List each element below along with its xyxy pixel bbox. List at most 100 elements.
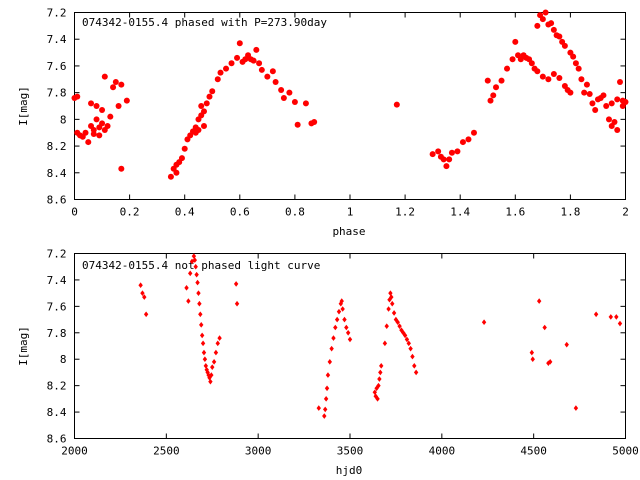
unphased-data-point bbox=[379, 363, 384, 369]
unphased-data-point bbox=[617, 320, 623, 327]
unphased-data-point bbox=[529, 349, 535, 356]
phased-data-point bbox=[110, 84, 117, 91]
phased-data-point bbox=[250, 57, 257, 64]
unphased-data-point bbox=[142, 294, 147, 300]
phased-data-point bbox=[567, 89, 574, 96]
unphased-data-point bbox=[201, 349, 207, 356]
unphased-data-point bbox=[195, 279, 200, 286]
phased-data-point bbox=[217, 69, 224, 76]
unphased-data-point bbox=[347, 336, 353, 343]
phased-data-point bbox=[600, 92, 607, 99]
unphased-data-point bbox=[138, 282, 143, 289]
unphased-data-point bbox=[342, 316, 347, 323]
unphased-data-point bbox=[323, 396, 329, 402]
phased-data-point bbox=[269, 68, 276, 75]
unphased-data-point bbox=[316, 405, 321, 411]
phased-data-point bbox=[181, 145, 188, 152]
phased-data-point bbox=[234, 54, 241, 61]
unphased-data-point bbox=[377, 376, 382, 382]
unphased-data-point bbox=[193, 263, 198, 270]
phased-data-point bbox=[459, 139, 466, 146]
unphased-data-point bbox=[322, 413, 327, 419]
unphased-data-point bbox=[234, 300, 240, 307]
unphased-data-point bbox=[334, 316, 340, 323]
phased-data-point bbox=[104, 123, 111, 130]
unphased-data-point bbox=[323, 406, 328, 413]
phased-data-point bbox=[545, 76, 552, 83]
unphased-data-point bbox=[390, 300, 395, 307]
unphased-data-point bbox=[192, 257, 198, 263]
phased-data-point bbox=[435, 148, 442, 155]
phased-data-point bbox=[490, 92, 497, 99]
unphased-panel: 074342-0155.4 not phased light curve hjd… bbox=[17, 248, 639, 478]
phased-data-point bbox=[256, 60, 263, 67]
phased-data-point bbox=[616, 78, 623, 85]
unphased-data-point bbox=[375, 396, 380, 402]
phased-x-tick-label: 0.8 bbox=[285, 206, 305, 219]
unphased-data-point bbox=[209, 372, 214, 378]
phased-data-point bbox=[85, 139, 92, 146]
unphased-data-point bbox=[384, 323, 389, 329]
phased-plot-frame bbox=[74, 12, 626, 200]
unphased-data-point bbox=[196, 290, 201, 296]
unphased-data-point bbox=[593, 311, 599, 318]
unphased-x-tick-label: 2000 bbox=[61, 445, 88, 458]
unphased-data-point bbox=[542, 324, 547, 331]
phased-data-point bbox=[286, 89, 293, 96]
unphased-data-point bbox=[205, 369, 210, 376]
unphased-data-point bbox=[140, 290, 145, 296]
unphased-y-tick-label: 8.2 bbox=[47, 380, 67, 393]
unphased-data-point bbox=[197, 300, 202, 307]
phased-data-point bbox=[550, 70, 557, 77]
phased-data-point bbox=[440, 156, 447, 163]
unphased-data-point bbox=[413, 369, 419, 376]
phased-data-point bbox=[583, 81, 590, 88]
phased-x-tick-label: 1.8 bbox=[560, 206, 580, 219]
phased-data-point bbox=[96, 132, 103, 139]
phased-data-point bbox=[498, 77, 505, 84]
phased-data-point bbox=[614, 96, 621, 103]
phased-y-tick-label: 8.6 bbox=[47, 194, 67, 207]
unphased-data-point bbox=[608, 314, 614, 320]
phased-data-point bbox=[167, 173, 174, 180]
phased-data-point bbox=[264, 73, 271, 80]
phased-x-tick-label: 1 bbox=[347, 206, 354, 219]
phased-data-point bbox=[487, 97, 494, 104]
unphased-data-point bbox=[188, 270, 193, 277]
unphased-data-point bbox=[408, 345, 413, 352]
phased-data-point bbox=[550, 26, 557, 33]
phased-data-point bbox=[614, 127, 621, 134]
phased-data-point bbox=[280, 94, 287, 101]
phased-data-point bbox=[429, 151, 436, 158]
phased-data-point bbox=[592, 107, 599, 114]
unphased-y-tick-label: 7.8 bbox=[47, 327, 67, 340]
unphased-data-point bbox=[336, 308, 342, 315]
unphased-data-point bbox=[194, 271, 199, 278]
phased-data-point bbox=[118, 165, 125, 172]
phased-data-point bbox=[556, 33, 563, 40]
unphased-data-point bbox=[378, 369, 383, 376]
phased-data-point bbox=[278, 86, 285, 93]
phased-data-point bbox=[198, 103, 205, 109]
unphased-x-axis-label: hjd0 bbox=[336, 464, 363, 477]
unphased-y-tick-label: 7.4 bbox=[47, 274, 67, 287]
phased-data-point bbox=[90, 131, 97, 138]
phased-x-tick-label: 1.4 bbox=[450, 206, 470, 219]
phased-y-tick-label: 7.4 bbox=[47, 33, 67, 46]
phased-data-point bbox=[206, 93, 213, 100]
phased-data-point bbox=[548, 20, 555, 27]
phased-y-tick-label: 7.2 bbox=[47, 7, 67, 20]
phased-data-point bbox=[556, 74, 563, 81]
phased-x-tick-label: 0 bbox=[71, 206, 78, 219]
phased-data-point bbox=[214, 76, 221, 83]
unphased-data-point bbox=[198, 311, 203, 318]
phased-data-point bbox=[570, 53, 577, 60]
phased-x-axis-label: phase bbox=[332, 225, 365, 238]
unphased-data-point bbox=[211, 359, 217, 365]
phased-data-point bbox=[589, 100, 596, 107]
unphased-data-point bbox=[210, 364, 215, 370]
unphased-data-point bbox=[204, 366, 209, 373]
unphased-data-point bbox=[331, 335, 336, 341]
unphased-data-point bbox=[395, 319, 400, 326]
